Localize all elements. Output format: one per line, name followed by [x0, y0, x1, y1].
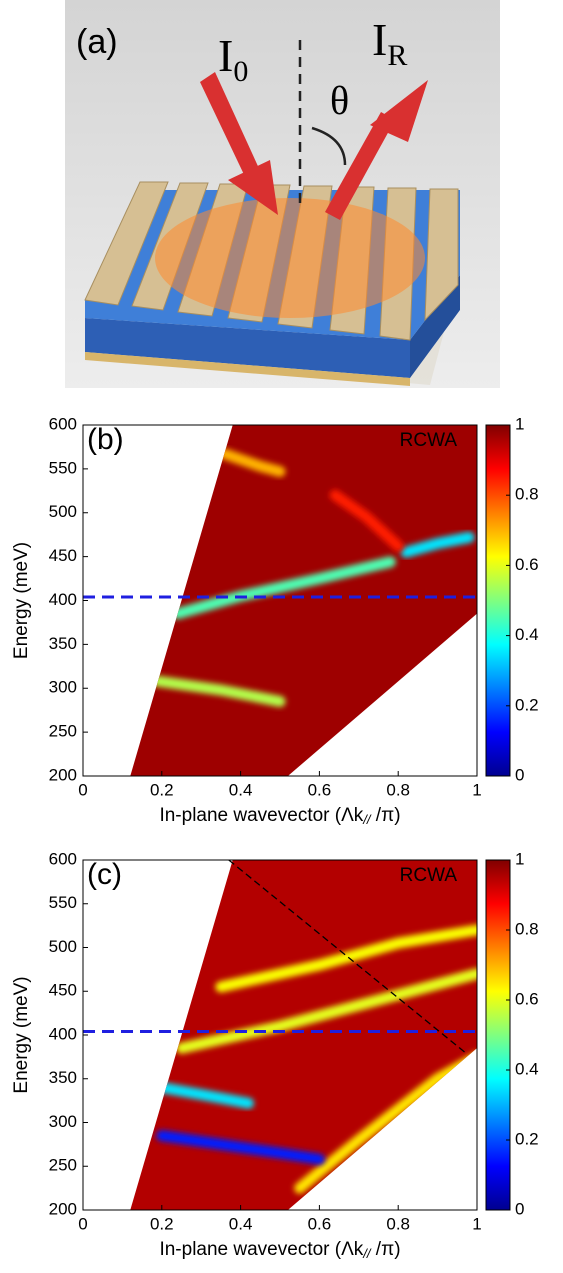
reflected-base: I	[372, 14, 387, 65]
colorbar	[485, 424, 511, 777]
beam-spot	[155, 198, 425, 318]
x-tick-label: 0.4	[229, 1214, 253, 1233]
reflected-label: IR	[372, 14, 407, 72]
incident-arrow	[200, 72, 278, 215]
colorbar-tick-label: 0	[515, 765, 524, 784]
substrate-front	[85, 318, 410, 378]
x-axis-label: In-plane wavevector (Λk// /π)	[159, 1239, 400, 1261]
x-axis-label: In-plane wavevector (Λk// /π)	[159, 805, 400, 827]
ridge	[400, 531, 475, 558]
annotation: RCWA	[400, 865, 458, 886]
colorbar-tick-label: 1	[515, 414, 524, 433]
x-label-tail: /π)	[371, 805, 401, 826]
ridge	[156, 1130, 325, 1165]
panel-a: (a) I0 IR θ	[65, 0, 500, 388]
y-tick-label: 450	[49, 546, 77, 565]
ridge	[152, 675, 286, 707]
colorbar-tick-label: 0.8	[515, 919, 539, 938]
x-tick-label: 0.2	[150, 780, 174, 799]
colorbar-tick-label: 0.4	[515, 625, 539, 644]
x-tick-label: 0.6	[308, 1214, 332, 1233]
colorbar-tick-label: 0.4	[515, 1059, 539, 1078]
y-tick-label: 350	[49, 634, 77, 653]
dashed-line	[228, 859, 466, 1054]
incident-sub: 0	[233, 55, 248, 88]
x-tick-label: 0.8	[386, 1214, 410, 1233]
ridge	[329, 489, 404, 552]
y-tick-label: 250	[49, 722, 77, 741]
ridges	[152, 448, 475, 707]
y-axis-label: Energy (meV)	[11, 976, 32, 1093]
reflected-sub: R	[387, 39, 407, 72]
y-tick-label: 600	[49, 849, 77, 868]
substrate-side	[410, 275, 460, 378]
reflected-arrow	[325, 80, 428, 220]
incident-base: I	[218, 30, 233, 81]
x-tick-label: 0	[78, 780, 87, 799]
colorbar-tick-label: 0.2	[515, 695, 539, 714]
x-label-main: In-plane wavevector (Λk	[159, 1239, 363, 1260]
x-tick-label: 0.4	[229, 780, 253, 799]
y-tick-label: 500	[49, 502, 77, 521]
colorbar-tick-label: 1	[515, 849, 524, 868]
x-label-sub: //	[362, 1246, 372, 1261]
y-axis-label: Energy (meV)	[11, 542, 32, 659]
colorbar-tick-label: 0	[515, 1199, 524, 1218]
y-tick-label: 550	[49, 893, 77, 912]
panel-label: (b)	[87, 423, 124, 456]
ridge	[156, 1082, 254, 1109]
y-tick-label: 400	[49, 590, 77, 609]
x-tick-label: 0	[78, 1214, 87, 1233]
colorbar-tick-label: 0.8	[515, 485, 539, 504]
x-label-sub: //	[362, 812, 372, 827]
colorbar-tick-label: 0.6	[515, 555, 539, 574]
y-tick-label: 450	[49, 981, 77, 1000]
panel-label: (c)	[87, 858, 122, 891]
y-tick-label: 550	[49, 458, 77, 477]
x-tick-label: 1	[472, 780, 481, 799]
y-tick-label: 200	[49, 1199, 77, 1218]
y-tick-label: 400	[49, 1024, 77, 1043]
x-label-tail: /π)	[371, 1239, 401, 1260]
x-tick-label: 0.8	[386, 780, 410, 799]
y-tick-label: 300	[49, 1112, 77, 1131]
colorbar	[485, 859, 511, 1211]
annotation: RCWA	[400, 430, 458, 451]
y-tick-label: 200	[49, 765, 77, 784]
x-label-main: In-plane wavevector (Λk	[159, 805, 363, 826]
x-tick-label: 0.2	[150, 1214, 174, 1233]
ridge	[172, 556, 396, 620]
y-tick-label: 350	[49, 1068, 77, 1087]
y-tick-label: 500	[49, 937, 77, 956]
angle-label: θ	[330, 78, 349, 123]
bottom-metal	[85, 352, 410, 386]
x-tick-label: 1	[472, 1214, 481, 1233]
panel-label: (a)	[76, 23, 118, 61]
ridge	[215, 924, 477, 993]
heatmap-panel: 0 0.2 0.4 0.6 0.8 1 200 250 300 350 400 450 500 550 60…	[11, 414, 539, 827]
ridge	[176, 968, 477, 1054]
angle-arc	[311, 126, 347, 166]
incident-label: I0	[218, 30, 248, 88]
ridge	[219, 448, 286, 478]
data-domain	[130, 425, 477, 776]
colorbar-tick-label: 0.6	[515, 989, 539, 1008]
y-tick-label: 600	[49, 414, 77, 433]
x-tick-label: 0.6	[308, 780, 332, 799]
y-tick-label: 250	[49, 1156, 77, 1175]
y-tick-label: 300	[49, 678, 77, 697]
heatmap-panel: 0 0.2 0.4 0.6 0.8 1 200 250 300 350 400 450 500 550 60…	[11, 849, 539, 1261]
colorbar-tick-label: 0.2	[515, 1129, 539, 1148]
